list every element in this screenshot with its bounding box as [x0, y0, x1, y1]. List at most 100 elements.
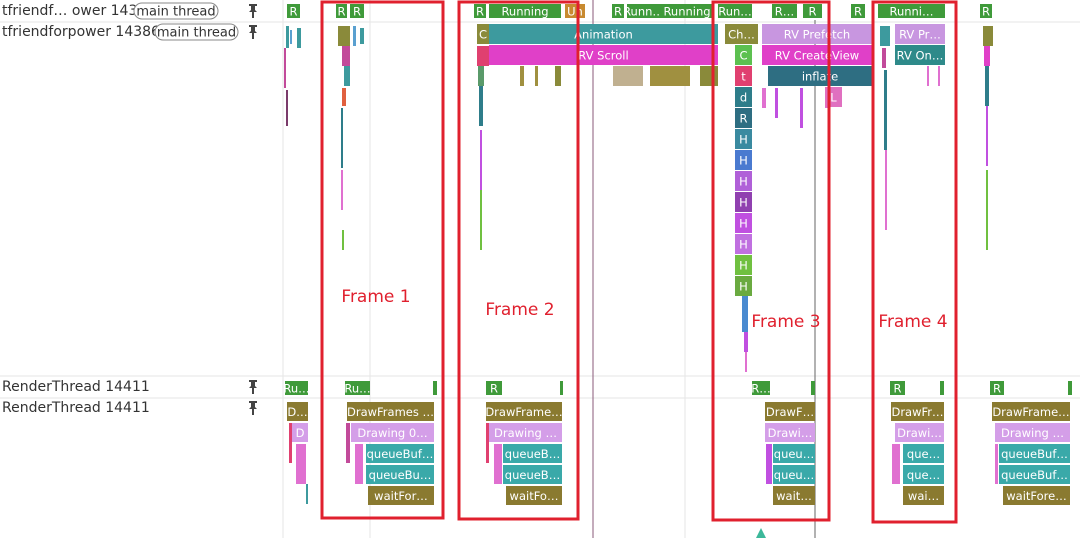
slice[interactable]	[895, 45, 945, 65]
state-slice[interactable]	[878, 4, 945, 18]
frame-box	[711, 0, 831, 522]
state-slice-label: Ru…	[283, 382, 309, 396]
slice[interactable]	[999, 465, 1070, 484]
slice-label: queueBuf…	[1001, 468, 1068, 482]
slice[interactable]	[489, 423, 562, 442]
slice[interactable]	[477, 24, 489, 44]
state-slice[interactable]	[350, 4, 364, 18]
state-slice[interactable]	[990, 381, 1004, 395]
track-name[interactable]: RenderThread 14411	[2, 400, 150, 416]
state-slice[interactable]	[345, 381, 370, 395]
pin-icon[interactable]	[249, 401, 257, 415]
slice[interactable]	[773, 486, 815, 505]
state-slice[interactable]	[660, 4, 714, 18]
slice[interactable]	[992, 402, 1070, 421]
state-slice[interactable]	[851, 4, 865, 18]
slice[interactable]	[486, 402, 562, 421]
slice[interactable]	[735, 213, 752, 233]
flow-marker	[756, 528, 766, 538]
state-slice[interactable]	[890, 381, 905, 395]
slice[interactable]	[735, 192, 752, 212]
slice[interactable]	[735, 87, 752, 107]
slice[interactable]	[503, 465, 562, 484]
state-slice[interactable]	[474, 4, 486, 18]
frame-label: Frame 1	[341, 287, 410, 307]
state-slice[interactable]	[772, 4, 797, 18]
state-slice[interactable]	[803, 4, 822, 18]
state-slice[interactable]	[627, 4, 660, 18]
track-name[interactable]: tfriendf… ower 14386	[2, 3, 155, 19]
state-slice[interactable]	[336, 4, 347, 18]
slice[interactable]	[292, 423, 308, 442]
slice-label: H	[739, 154, 748, 168]
slice[interactable]	[735, 234, 752, 254]
slice[interactable]	[903, 444, 944, 463]
slice[interactable]	[768, 66, 872, 86]
state-slice[interactable]	[486, 381, 502, 395]
state-slice[interactable]	[718, 4, 752, 18]
slice[interactable]	[287, 402, 308, 421]
state-slice-label: R	[854, 5, 862, 19]
frame-label: Frame 4	[878, 312, 947, 332]
slice[interactable]	[489, 45, 718, 65]
sliver	[775, 88, 778, 118]
sliver	[286, 26, 289, 48]
slice[interactable]	[735, 108, 752, 128]
state-slice[interactable]	[565, 4, 585, 18]
track-name[interactable]: RenderThread 14411	[2, 379, 150, 395]
state-slice[interactable]	[980, 4, 992, 18]
slice[interactable]	[735, 129, 752, 149]
pin-icon[interactable]	[249, 25, 257, 39]
slice[interactable]	[1003, 486, 1070, 505]
pin-icon[interactable]	[249, 380, 257, 394]
track-name[interactable]: tfriendforpower 14386	[2, 24, 160, 40]
slice[interactable]	[506, 486, 562, 505]
state-slice-label: Runni…	[889, 5, 933, 19]
slice[interactable]	[368, 486, 434, 505]
slice[interactable]	[762, 45, 872, 65]
slice-label: Drawing 0…	[357, 426, 427, 440]
slice[interactable]	[903, 486, 944, 505]
slice[interactable]	[765, 402, 815, 421]
sliver	[650, 66, 690, 86]
slice[interactable]	[999, 444, 1070, 463]
slice[interactable]	[351, 423, 434, 442]
state-slice[interactable]	[285, 381, 308, 395]
slice[interactable]	[903, 465, 944, 484]
state-slice[interactable]	[287, 4, 300, 18]
slice-label: H	[739, 175, 748, 189]
state-slice[interactable]	[752, 381, 770, 395]
slice[interactable]	[735, 171, 752, 191]
slice[interactable]	[765, 423, 815, 442]
slice[interactable]	[773, 465, 815, 484]
slice[interactable]	[366, 444, 434, 463]
sliver	[355, 444, 363, 484]
slice[interactable]	[735, 150, 752, 170]
slice[interactable]	[366, 465, 434, 484]
slice[interactable]	[735, 45, 752, 65]
slice[interactable]	[762, 24, 872, 44]
slice[interactable]	[895, 24, 945, 44]
sliver	[882, 48, 886, 68]
slice[interactable]	[895, 423, 944, 442]
slice[interactable]	[891, 402, 944, 421]
slice[interactable]	[503, 444, 562, 463]
thread-chip	[133, 2, 219, 20]
slice-label: R	[740, 112, 748, 126]
state-slice[interactable]	[612, 4, 624, 18]
slice[interactable]	[735, 66, 752, 86]
slice[interactable]	[489, 24, 718, 44]
state-slice-label: Runn…	[623, 5, 664, 19]
slice-label: Ch…	[728, 28, 755, 42]
slice[interactable]	[995, 423, 1070, 442]
slice[interactable]	[347, 402, 434, 421]
slice[interactable]	[773, 444, 815, 463]
slice[interactable]	[735, 276, 752, 296]
pin-icon[interactable]	[249, 4, 257, 18]
state-slice-label: R	[809, 5, 817, 19]
slice[interactable]	[725, 24, 758, 44]
frame-annotations: Frame 1 Frame 2 Frame 3 Frame 4	[320, 0, 958, 524]
state-slice[interactable]	[489, 4, 561, 18]
slice[interactable]	[735, 255, 752, 275]
